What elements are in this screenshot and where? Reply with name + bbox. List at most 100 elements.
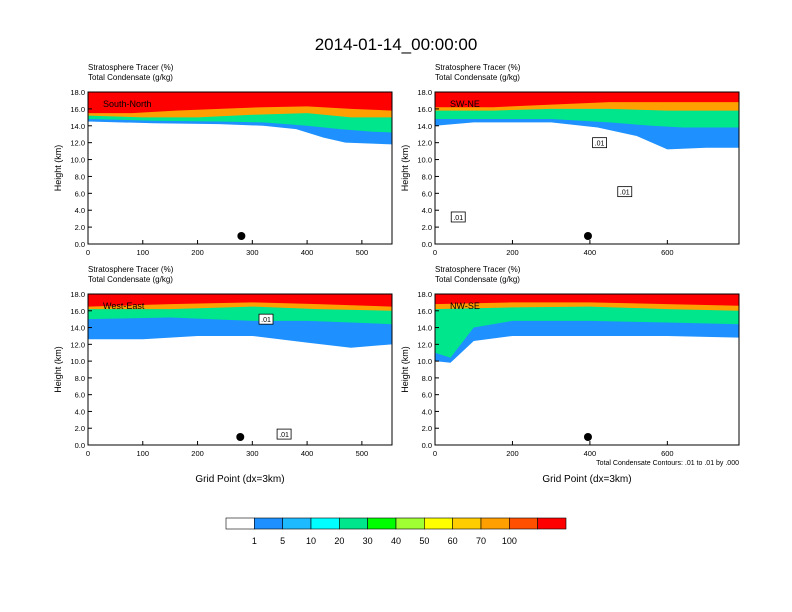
header-condensate: Total Condensate (g/kg) bbox=[435, 275, 520, 284]
colorbar-swatch bbox=[452, 517, 482, 530]
y-tick-label: 16.0 bbox=[70, 307, 85, 316]
panels-group: 0.0 2.0 4.0 6.0 8.0 10.0 12.0 14.0 16.0 18.0 0 100 2… bbox=[53, 63, 740, 485]
x-axis-label: Grid Point (dx=3km) bbox=[542, 474, 631, 485]
contour-label-box bbox=[617, 186, 633, 198]
y-axis: 0.0 2.0 4.0 6.0 8.0 10.0 12.0 14.0 16.0 18.0 bbox=[70, 290, 92, 450]
x-tick-label: 300 bbox=[246, 248, 259, 257]
colorbar-swatch bbox=[310, 517, 340, 530]
y-tick-label: 0.0 bbox=[422, 240, 432, 249]
y-tick-label: 4.0 bbox=[422, 206, 432, 215]
y-axis-label: Height (km) bbox=[53, 346, 63, 393]
panel-west-east: 0.0 2.0 4.0 6.0 8.0 10.0 12.0 14.0 16.0 18.0 0 100 2… bbox=[53, 265, 393, 485]
band-red bbox=[88, 92, 392, 114]
contour-label: .01 bbox=[261, 317, 271, 324]
y-tick-label: 0.0 bbox=[75, 441, 85, 450]
y-tick-label: 10.0 bbox=[417, 357, 432, 366]
y-tick-label: 10.0 bbox=[70, 357, 85, 366]
y-tick-label: 8.0 bbox=[422, 172, 432, 181]
colorbar-swatch bbox=[282, 517, 312, 530]
colorbar-swatch bbox=[339, 517, 368, 530]
colorbar-swatch bbox=[367, 517, 397, 530]
x-tick-label: 0 bbox=[86, 449, 90, 458]
band-red bbox=[435, 92, 739, 108]
plot-frame bbox=[87, 293, 393, 446]
header-condensate: Total Condensate (g/kg) bbox=[88, 275, 173, 284]
x-tick-label: 400 bbox=[584, 449, 597, 458]
y-tick-label: 18.0 bbox=[70, 290, 85, 299]
y-tick-label: 0.0 bbox=[422, 441, 432, 450]
y-tick-label: 8.0 bbox=[75, 374, 85, 383]
colorbar-swatch bbox=[480, 517, 510, 530]
x-axis: 0 100 200 300 400 500 bbox=[86, 441, 368, 458]
y-tick-label: 6.0 bbox=[75, 391, 85, 400]
y-tick-label: 8.0 bbox=[422, 374, 432, 383]
contour-label-box bbox=[592, 137, 607, 149]
location-marker bbox=[237, 232, 246, 240]
panel-direction-label: West-East bbox=[103, 301, 145, 311]
band-red bbox=[88, 294, 392, 307]
tracer-fill bbox=[88, 92, 392, 244]
y-tick-label: 18.0 bbox=[417, 290, 432, 299]
band-red bbox=[435, 294, 739, 306]
colorbar-label: 50 bbox=[419, 536, 429, 546]
colorbar-label: 70 bbox=[476, 536, 486, 546]
y-tick-label: 12.0 bbox=[417, 139, 432, 148]
x-tick-label: 0 bbox=[86, 248, 90, 257]
y-axis: 0.0 2.0 4.0 6.0 8.0 10.0 12.0 14.0 16.0 18.0 bbox=[417, 88, 439, 249]
y-tick-label: 6.0 bbox=[422, 189, 432, 198]
contour-label: .01 bbox=[595, 141, 605, 148]
panel-nw-se: 0.0 2.0 4.0 6.0 8.0 10.0 12.0 14.0 16.0 18.0 0 200 4… bbox=[400, 265, 740, 485]
colorbar-label: 60 bbox=[448, 536, 458, 546]
header-tracer: Stratosphere Tracer (%) bbox=[88, 265, 174, 274]
contour-label: .01 bbox=[620, 190, 630, 197]
x-tick-label: 400 bbox=[301, 449, 314, 458]
y-tick-label: 12.0 bbox=[70, 139, 85, 148]
contour-note: Total Condensate Contours: .01 to .01 by… bbox=[596, 460, 739, 467]
y-tick-label: 14.0 bbox=[417, 324, 432, 333]
y-axis-label: Height (km) bbox=[400, 346, 410, 393]
y-tick-label: 16.0 bbox=[417, 307, 432, 316]
y-tick-label: 14.0 bbox=[70, 324, 85, 333]
plot-frame bbox=[87, 91, 393, 245]
header-tracer: Stratosphere Tracer (%) bbox=[435, 63, 521, 72]
y-tick-label: 14.0 bbox=[417, 122, 432, 131]
plot-frame bbox=[434, 293, 740, 446]
colorbar-swatch bbox=[225, 517, 255, 530]
header-condensate: Total Condensate (g/kg) bbox=[88, 73, 173, 82]
y-tick-label: 8.0 bbox=[75, 172, 85, 181]
panel-direction-label: NW-SE bbox=[450, 301, 480, 311]
x-tick-label: 200 bbox=[191, 248, 204, 257]
colorbar-swatch bbox=[509, 517, 538, 530]
colorbar-label: 10 bbox=[306, 536, 316, 546]
x-tick-label: 500 bbox=[356, 449, 369, 458]
y-axis-label: Height (km) bbox=[400, 145, 410, 192]
x-tick-label: 600 bbox=[661, 449, 674, 458]
colorbar-label: 5 bbox=[280, 536, 285, 546]
x-tick-label: 100 bbox=[137, 449, 150, 458]
y-tick-label: 6.0 bbox=[75, 189, 85, 198]
colorbar-label: 30 bbox=[363, 536, 373, 546]
x-axis: 0 200 400 600 bbox=[433, 441, 674, 458]
x-axis: 0 100 200 300 400 500 bbox=[86, 240, 368, 257]
y-tick-label: 2.0 bbox=[75, 223, 85, 232]
contour-label-box bbox=[258, 313, 274, 325]
contour-label-box bbox=[450, 211, 466, 223]
y-tick-label: 18.0 bbox=[70, 88, 85, 97]
y-tick-label: 4.0 bbox=[75, 206, 85, 215]
tracer-fill bbox=[435, 92, 739, 244]
colorbar-swatch bbox=[254, 517, 283, 530]
x-tick-label: 500 bbox=[356, 248, 369, 257]
tracer-fill bbox=[88, 294, 392, 445]
y-tick-label: 10.0 bbox=[417, 156, 432, 165]
colorbar-swatch bbox=[537, 517, 567, 530]
colorbar: 1 5 10 20 30 40 50 60 70 100 bbox=[225, 517, 567, 546]
colorbar-label: 40 bbox=[391, 536, 401, 546]
colorbar-label: 100 bbox=[502, 536, 517, 546]
tracer-fill bbox=[435, 294, 739, 445]
y-tick-label: 4.0 bbox=[422, 407, 432, 416]
x-tick-label: 600 bbox=[661, 248, 674, 257]
y-tick-label: 16.0 bbox=[70, 105, 85, 114]
colorbar-label: 1 bbox=[252, 536, 257, 546]
y-tick-label: 2.0 bbox=[75, 424, 85, 433]
y-tick-label: 14.0 bbox=[70, 122, 85, 131]
